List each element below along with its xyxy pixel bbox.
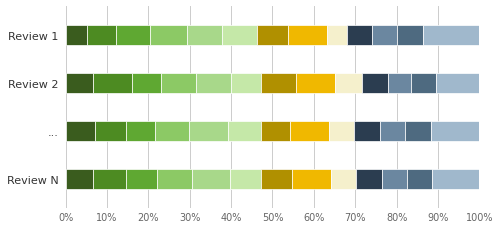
Bar: [87, 26, 117, 46]
Bar: [405, 121, 430, 142]
Bar: [93, 169, 126, 189]
Bar: [329, 121, 354, 142]
Bar: [232, 74, 261, 94]
Bar: [132, 74, 162, 94]
Bar: [158, 169, 192, 189]
Bar: [95, 121, 126, 142]
Bar: [388, 74, 411, 94]
Bar: [257, 26, 288, 46]
Bar: [66, 121, 95, 142]
Bar: [354, 121, 380, 142]
Bar: [188, 121, 228, 142]
Bar: [192, 169, 230, 189]
Bar: [116, 26, 150, 46]
Bar: [93, 74, 132, 94]
Bar: [66, 169, 93, 189]
Bar: [430, 121, 480, 142]
Bar: [150, 26, 186, 46]
Bar: [398, 26, 422, 46]
Bar: [186, 26, 222, 46]
Bar: [356, 169, 382, 189]
Bar: [327, 26, 346, 46]
Bar: [290, 121, 329, 142]
Bar: [331, 169, 356, 189]
Bar: [228, 121, 261, 142]
Bar: [432, 169, 480, 189]
Bar: [126, 121, 156, 142]
Bar: [66, 74, 93, 94]
Bar: [261, 74, 296, 94]
Bar: [261, 169, 292, 189]
Bar: [372, 26, 398, 46]
Bar: [288, 26, 327, 46]
Bar: [296, 74, 335, 94]
Bar: [382, 169, 407, 189]
Bar: [292, 169, 331, 189]
Bar: [362, 74, 388, 94]
Bar: [230, 169, 261, 189]
Bar: [422, 26, 480, 46]
Bar: [411, 74, 436, 94]
Bar: [196, 74, 232, 94]
Bar: [335, 74, 362, 94]
Bar: [380, 121, 405, 142]
Bar: [407, 169, 432, 189]
Bar: [346, 26, 372, 46]
Bar: [126, 169, 158, 189]
Bar: [162, 74, 196, 94]
Bar: [261, 121, 290, 142]
Bar: [156, 121, 188, 142]
Bar: [66, 26, 87, 46]
Bar: [436, 74, 480, 94]
Bar: [222, 26, 257, 46]
